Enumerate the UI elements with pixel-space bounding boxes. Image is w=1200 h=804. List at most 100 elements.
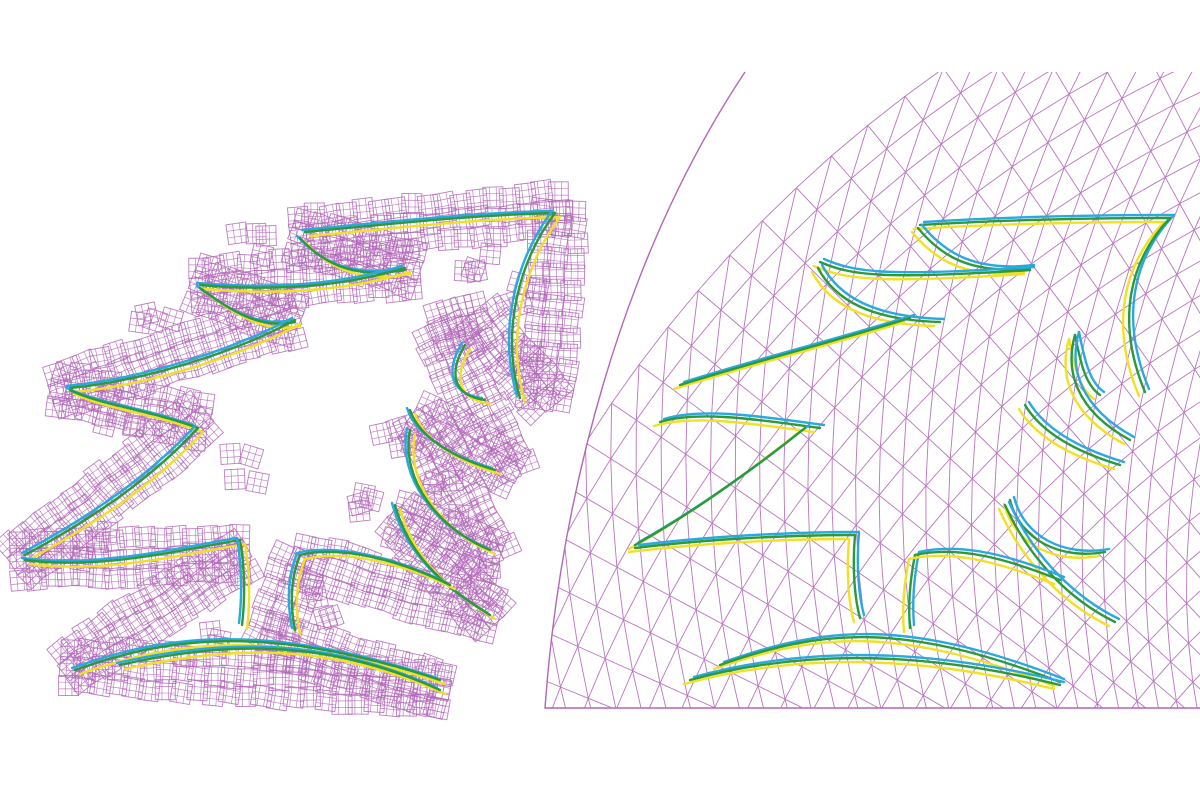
mesh-ray [796, 187, 1200, 708]
mesh-diagonal [686, 506, 691, 559]
mesh-cell [365, 571, 392, 598]
mesh-cell [467, 519, 496, 547]
mesh-cell [223, 468, 246, 491]
curve-blue [235, 536, 243, 625]
mesh-cell [51, 392, 79, 420]
mesh-diagonal [1063, 119, 1085, 168]
mesh-diagonal [1157, 387, 1168, 432]
mesh-diagonal [1093, 0, 1120, 46]
mesh-diagonal [737, 329, 745, 384]
mesh-cell [245, 470, 270, 495]
mesh-diagonal [920, 766, 934, 804]
curve-green [633, 426, 807, 547]
mesh-diagonal [742, 720, 755, 766]
mesh-cell [331, 672, 356, 697]
mesh-diagonal [1188, 643, 1194, 683]
mesh-cell [381, 575, 408, 602]
curve-blue [820, 263, 946, 321]
mesh-diagonal [1015, 474, 1019, 520]
mesh-diagonal [1106, 743, 1117, 781]
mesh-diagonal [629, 759, 644, 804]
curve-blue [822, 257, 1036, 274]
mesh-diagonal [993, 544, 997, 589]
mesh-diagonal [734, 487, 738, 540]
curve-blue [912, 550, 921, 627]
mesh-diagonal [661, 490, 665, 544]
mesh-diagonal [1028, 142, 1049, 192]
mesh-diagonal [893, 752, 907, 794]
mesh-diagonal [690, 290, 699, 346]
mesh-cell [268, 670, 290, 692]
mesh-cell [134, 562, 158, 587]
mesh-diagonal [735, 383, 739, 437]
curve-green [633, 533, 857, 550]
curve-green [408, 408, 497, 472]
curve-yellow [810, 270, 936, 328]
mesh-cell [299, 686, 321, 708]
mesh-cell [280, 241, 307, 268]
mesh-cell [159, 582, 190, 612]
curve-green [913, 550, 1062, 582]
mesh-diagonal [927, 389, 934, 439]
curve-green [852, 533, 862, 620]
curve-blue [922, 213, 1176, 224]
mesh-diagonal [1038, 450, 1044, 496]
mesh-diagonal [1037, 495, 1040, 540]
mesh-ray [1148, 72, 1200, 708]
mesh-diagonal [855, 476, 857, 526]
mesh-cell [149, 327, 176, 355]
mesh-ray [585, 442, 1200, 708]
mesh-diagonal [857, 200, 872, 254]
mesh-diagonal [816, 155, 832, 210]
mesh-diagonal [1161, 274, 1178, 320]
curve-green [407, 428, 492, 552]
mesh-diagonal [742, 800, 759, 804]
curve-green [1070, 333, 1132, 442]
mesh-ray [545, 609, 1200, 708]
mesh-diagonal [657, 769, 673, 804]
mesh-diagonal [759, 504, 764, 556]
curve-green [916, 226, 1032, 271]
mesh-diagonal [960, 752, 973, 792]
mesh-diagonal [784, 521, 789, 572]
mesh-diagonal [573, 739, 588, 789]
mesh-cell [238, 443, 265, 470]
mesh-diagonal [1011, 117, 1033, 167]
mesh-cell [41, 360, 69, 388]
curve-yellow [295, 557, 307, 636]
mesh-cell [346, 490, 373, 517]
mesh-diagonal [1175, 700, 1185, 708]
mesh-diagonal [903, 560, 909, 607]
mesh-diagonal [473, 751, 488, 804]
mesh-diagonal [883, 589, 890, 636]
curve-yellow [303, 554, 457, 591]
mesh-diagonal [773, 241, 785, 296]
mesh-diagonal [545, 579, 551, 635]
mesh-diagonal [1131, 760, 1143, 797]
mesh-diagonal [850, 125, 869, 179]
mesh-diagonal [766, 295, 775, 350]
mesh-diagonal [612, 513, 618, 568]
mesh-diagonal [1079, 0, 1107, 20]
mesh-cell [426, 696, 451, 721]
mesh-ray [545, 652, 1200, 708]
mesh-diagonal [927, 578, 934, 624]
mesh-diagonal [1173, 72, 1200, 106]
mesh-diagonal [1067, 264, 1082, 312]
mesh-diagonal [460, 796, 477, 804]
mesh-diagonal [784, 699, 798, 708]
mesh-diagonal [1186, 603, 1190, 644]
mesh-diagonal [871, 664, 882, 708]
mesh-cell [134, 334, 161, 361]
mesh-diagonal [1082, 726, 1093, 765]
mesh-diagonal [1067, 748, 1079, 786]
curve-green [303, 211, 557, 234]
mesh-diagonal [477, 653, 488, 708]
mesh-diagonal [995, 588, 1002, 633]
mesh-diagonal [971, 431, 976, 479]
mesh-diagonal [870, 148, 888, 202]
mesh-cell [414, 583, 440, 608]
curve-blue [65, 316, 294, 388]
mesh-cell [567, 232, 589, 255]
